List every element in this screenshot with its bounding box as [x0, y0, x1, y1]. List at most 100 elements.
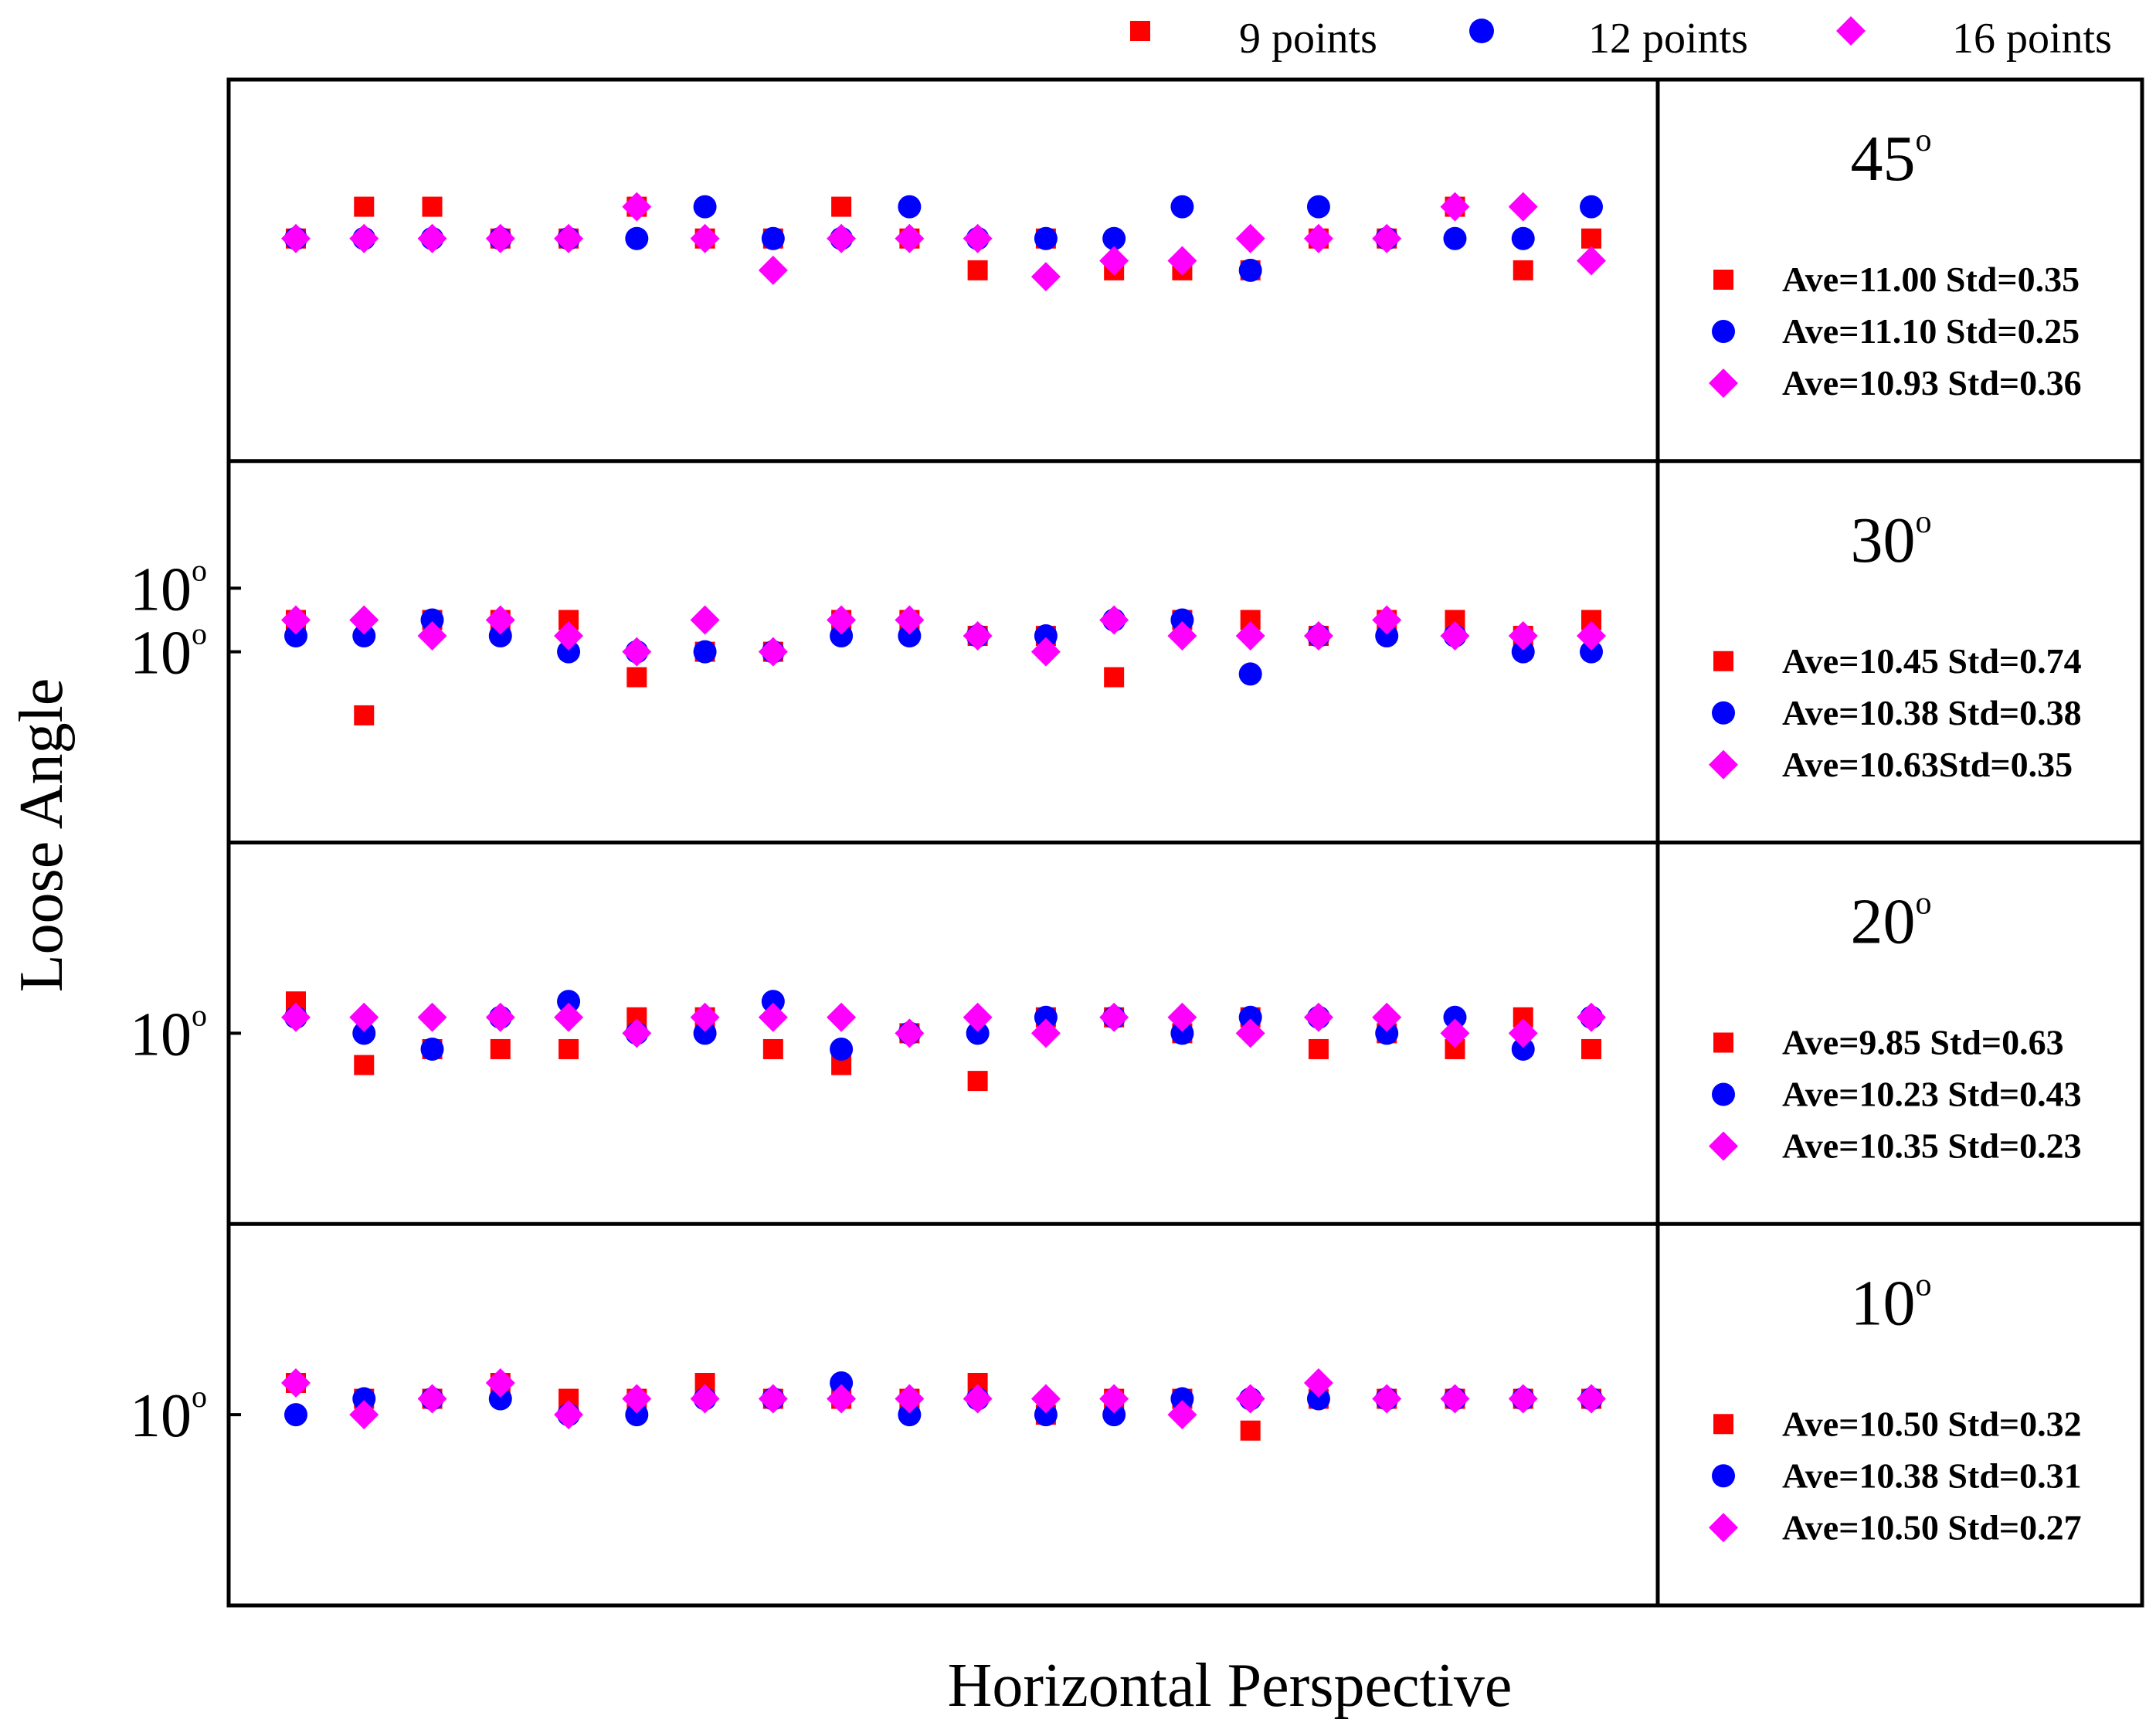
data-point [352, 1387, 376, 1411]
data-point [1030, 262, 1061, 292]
data-point [1034, 624, 1058, 648]
data-point [1238, 258, 1262, 282]
data-point [485, 223, 515, 253]
data-point [1577, 1002, 1606, 1032]
data-point [1238, 662, 1262, 686]
series-12-points [284, 608, 1603, 686]
y-tick-label: 10o [130, 997, 207, 1068]
data-point [488, 624, 512, 648]
data-point [1580, 640, 1603, 664]
panel-10: 10o 10o Ave=10.50 Std=0.32 Ave=10.38 Std=0.… [130, 1267, 2082, 1547]
data-point [1102, 226, 1126, 250]
data-point [1443, 226, 1467, 250]
data-point [895, 605, 925, 635]
stats-marker-16-points [1709, 369, 1738, 398]
series-9-points [286, 1372, 1601, 1441]
stats-marker-9-points [1713, 1414, 1733, 1435]
data-point [1099, 605, 1129, 635]
data-point [281, 1367, 311, 1398]
data-point [758, 1384, 788, 1414]
data-point [417, 223, 447, 253]
data-point [417, 1002, 447, 1032]
data-point [963, 621, 993, 651]
data-point [622, 1384, 652, 1414]
stats-marker-12-points [1712, 701, 1735, 725]
data-point [1508, 1384, 1538, 1414]
panel-angle-label: 45o [1851, 123, 1932, 195]
data-point [1577, 621, 1606, 651]
data-point [1303, 1002, 1333, 1032]
data-point [1170, 195, 1194, 219]
series-16-points [281, 1367, 1606, 1430]
data-point [1235, 621, 1265, 651]
series-9-points [286, 991, 1601, 1092]
data-point [349, 605, 379, 635]
data-point [1167, 246, 1197, 276]
panel-angle-label: 30o [1851, 504, 1932, 576]
data-point [349, 1400, 379, 1430]
data-point [1372, 223, 1402, 253]
panel-45: 10o 45o Ave=11.00 Std=0.35 Ave=11.10 Std=0.… [130, 123, 2082, 623]
data-point [488, 1387, 512, 1411]
data-point [1167, 621, 1197, 651]
data-point [485, 1002, 515, 1032]
series-12-points [284, 1371, 1603, 1427]
data-point [557, 990, 581, 1014]
data-point [1581, 1038, 1601, 1059]
data-point [1372, 1384, 1402, 1414]
panel-angle-label: 10o [1851, 1267, 1932, 1339]
data-point [554, 1400, 584, 1430]
data-point [281, 605, 311, 635]
data-point [1099, 246, 1129, 276]
data-point [963, 1384, 993, 1414]
data-point [625, 1403, 649, 1427]
legend-label-9-points: 9 points [1239, 15, 1377, 63]
data-point [1511, 1037, 1535, 1061]
data-point [963, 223, 993, 253]
data-point [1508, 621, 1538, 651]
stats-marker-9-points [1713, 651, 1733, 671]
data-point [827, 223, 857, 253]
data-point [690, 1002, 720, 1032]
stats-text-16-points: Ave=10.93 Std=0.36 [1782, 363, 2082, 403]
stats-marker-12-points [1712, 1464, 1735, 1488]
data-point [417, 1384, 447, 1414]
y-tick-label: 10o [130, 1379, 207, 1450]
stats-marker-16-points [1709, 1131, 1738, 1161]
data-point [1306, 1387, 1330, 1411]
data-point [1099, 1002, 1129, 1032]
data-point [1303, 621, 1333, 651]
legend-marker-12-points [1469, 19, 1494, 43]
data-point [830, 1371, 854, 1395]
data-point [625, 226, 649, 250]
data-point [690, 223, 720, 253]
data-point [690, 605, 720, 635]
data-point [758, 1002, 788, 1032]
data-point [895, 1384, 925, 1414]
data-point [693, 640, 717, 664]
data-point [420, 1037, 444, 1061]
data-point [761, 990, 785, 1014]
data-point [1308, 1038, 1329, 1059]
data-point [1030, 637, 1061, 667]
data-point [1577, 246, 1606, 276]
stats-marker-12-points [1712, 1082, 1735, 1106]
data-point [554, 621, 584, 651]
stats-marker-9-points [1713, 270, 1733, 290]
data-point [1240, 1420, 1261, 1441]
y-axis-label: Loose Angle [8, 678, 76, 993]
series-16-points [281, 192, 1606, 292]
data-point [1440, 192, 1470, 222]
data-point [1440, 621, 1470, 651]
data-point [485, 1367, 515, 1398]
data-point [1034, 1005, 1058, 1029]
stats-text-16-points: Ave=10.50 Std=0.27 [1782, 1507, 2082, 1547]
data-point [830, 624, 854, 648]
stats-text-9-points: Ave=10.45 Std=0.74 [1782, 641, 2082, 681]
data-point [693, 1021, 717, 1045]
data-point [352, 624, 376, 648]
data-point [354, 705, 375, 725]
stats-marker-12-points [1712, 320, 1735, 343]
data-point [831, 196, 852, 217]
series-12-points [284, 195, 1603, 282]
